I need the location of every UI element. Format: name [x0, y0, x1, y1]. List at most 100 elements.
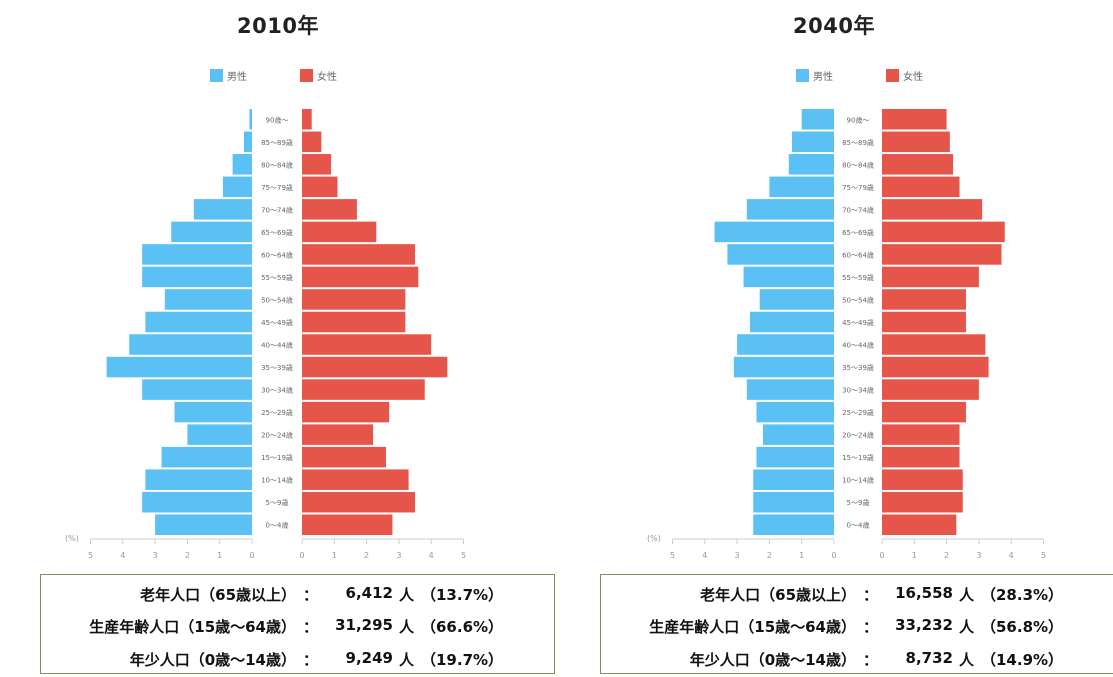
male-bar	[753, 491, 834, 513]
age-label: 85～89歳	[842, 138, 874, 147]
x-axis-label: (%)	[65, 534, 79, 543]
female-bar	[302, 221, 377, 243]
age-label: 50～54歳	[842, 295, 874, 304]
age-label: 75～79歳	[261, 183, 293, 192]
summary-unit: 人	[959, 651, 975, 669]
male-bar	[222, 176, 252, 198]
x-tick-label: 3	[735, 551, 740, 560]
summary-label: 生産年齢人口（15歳～64歳）	[649, 618, 856, 636]
age-label: 80～84歳	[842, 160, 874, 169]
male-bar	[762, 424, 834, 445]
female-bar	[302, 109, 312, 130]
female-bar	[882, 131, 950, 153]
summary-row-working-age: 生産年齢人口（15歳～64歳） ： 33,232 人 （56.8%）	[601, 616, 1113, 644]
female-bar	[882, 401, 966, 423]
age-label: 40～44歳	[842, 341, 874, 350]
male-bar	[737, 334, 834, 355]
male-bar	[756, 401, 834, 423]
age-label: 35～39歳	[261, 363, 293, 372]
summary-row-working-age: 生産年齢人口（15歳～64歳） ： 31,295 人 （66.6%）	[41, 616, 554, 644]
age-label: 90歳～	[847, 115, 870, 124]
female-bar	[302, 401, 390, 423]
legend-item-female: 女性	[300, 68, 337, 83]
female-bar	[882, 446, 960, 468]
legend-label-male: 男性	[227, 72, 247, 83]
x-tick-label: 5	[461, 551, 466, 560]
female-bar	[302, 379, 425, 400]
male-bar	[142, 266, 252, 288]
male-bar	[759, 289, 834, 310]
male-bar	[174, 401, 252, 423]
summary-colon: ：	[863, 618, 879, 636]
male-bar	[249, 109, 252, 130]
x-tick-label: 3	[153, 551, 158, 560]
pyramid-panel-2010: 2010年 男性 女性 0～4歳 5～9歳 10～14歳 15～19歳 20～24歳 25…	[0, 0, 556, 674]
x-tick-label: 4	[702, 551, 707, 560]
legend-item-female: 女性	[886, 68, 923, 83]
x-tick-label: 2	[944, 551, 949, 560]
age-label: 0～4歳	[847, 521, 870, 530]
female-bar	[882, 334, 986, 355]
x-tick-label: 3	[976, 551, 981, 560]
x-tick-label: 5	[1041, 551, 1046, 560]
legend-item-male: 男性	[210, 68, 247, 83]
female-bar	[302, 424, 374, 445]
summary-unit: 人	[399, 618, 415, 636]
female-bar	[302, 514, 393, 535]
summary-label: 老年人口（65歳以上）	[700, 586, 856, 604]
summary-label: 老年人口（65歳以上）	[140, 586, 296, 604]
summary-value: 8,732	[905, 649, 953, 667]
age-label: 35～39歳	[842, 363, 874, 372]
summary-percent: （66.6%）	[421, 618, 504, 636]
male-bar	[714, 221, 834, 243]
x-tick-label: 1	[912, 551, 917, 560]
summary-row-elderly: 老年人口（65歳以上） ： 6,412 人 （13.7%）	[41, 584, 554, 612]
x-tick-label: 3	[396, 551, 401, 560]
male-bar	[142, 244, 252, 265]
chart-title: 2040年	[793, 14, 875, 38]
x-tick-label: 5	[88, 551, 93, 560]
summary-colon: ：	[303, 586, 319, 604]
age-label: 30～34歳	[842, 386, 874, 395]
female-bar	[882, 469, 963, 490]
summary-row-youth: 年少人口（0歳～14歳） ： 8,732 人 （14.9%）	[601, 649, 1113, 677]
age-label: 60～64歳	[842, 250, 874, 259]
summary-percent: （28.3%）	[981, 586, 1064, 604]
legend-swatch-female	[886, 69, 899, 82]
age-label: 80～84歳	[261, 160, 293, 169]
pyramid-panel-2040: 2040年 男性 女性 0～4歳 5～9歳 10～14歳 15～19歳 20～24歳 25…	[556, 0, 1113, 674]
female-bar	[302, 491, 416, 513]
age-label: 15～19歳	[842, 453, 874, 462]
x-tick-label: 4	[120, 551, 125, 560]
female-bar	[302, 446, 386, 468]
summary-unit: 人	[959, 618, 975, 636]
summary-row-youth: 年少人口（0歳～14歳） ： 9,249 人 （19.7%）	[41, 649, 554, 677]
summary-percent: （19.7%）	[421, 651, 504, 669]
female-bar	[882, 379, 979, 400]
male-bar	[142, 379, 252, 400]
male-bar	[171, 221, 252, 243]
legend-swatch-male	[796, 69, 809, 82]
summary-percent: （14.9%）	[981, 651, 1064, 669]
summary-unit: 人	[399, 586, 415, 604]
summary-percent: （56.8%）	[981, 618, 1064, 636]
x-tick-label: 0	[831, 551, 836, 560]
female-bar	[882, 266, 979, 288]
legend-swatch-female	[300, 69, 313, 82]
summary-label: 年少人口（0歳～14歳）	[689, 651, 856, 669]
female-bar	[882, 176, 960, 198]
female-bar	[302, 176, 338, 198]
x-tick-label: 1	[332, 551, 337, 560]
age-label: 60～64歳	[261, 250, 293, 259]
female-bar	[302, 131, 322, 153]
female-bar	[302, 311, 406, 333]
x-tick-label: 2	[364, 551, 369, 560]
age-label: 55～59歳	[842, 273, 874, 282]
age-label: 45～49歳	[261, 318, 293, 327]
male-bar	[753, 514, 834, 535]
female-bar	[882, 109, 947, 130]
chart-title: 2010年	[237, 14, 319, 38]
summary-label: 生産年齢人口（15歳～64歳）	[89, 618, 296, 636]
x-axis-label: (%)	[647, 534, 661, 543]
age-label: 70～74歳	[261, 205, 293, 214]
